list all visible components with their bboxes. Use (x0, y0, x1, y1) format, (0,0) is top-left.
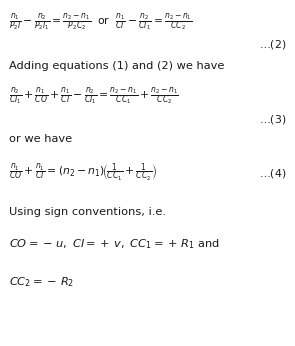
Text: or we have: or we have (9, 134, 72, 144)
Text: $\ldots(2)$: $\ldots(2)$ (259, 38, 286, 52)
Text: $CC_2 = -\,R_2$: $CC_2 = -\,R_2$ (9, 275, 74, 289)
Text: Using sign conventions, i.e.: Using sign conventions, i.e. (9, 207, 166, 217)
Text: $\frac{n_1}{CO} + \frac{n_1}{CI} = (n_2-n_1)\!\left(\frac{1}{CC_1} + \frac{1}{CC: $\frac{n_1}{CO} + \frac{n_1}{CI} = (n_2-… (9, 162, 157, 184)
Text: Adding equations (1) and (2) we have: Adding equations (1) and (2) we have (9, 61, 224, 71)
Text: $\frac{n_1}{P_2I} - \frac{n_2}{P_2I_1} = \frac{n_2-n_1}{P_2C_2}$  or  $\frac{n_1: $\frac{n_1}{P_2I} - \frac{n_2}{P_2I_1} =… (9, 12, 192, 33)
Text: $\frac{n_2}{CI_1} + \frac{n_1}{CO} + \frac{n_1}{CI} - \frac{n_2}{CI_1} = \frac{n: $\frac{n_2}{CI_1} + \frac{n_1}{CO} + \fr… (9, 85, 179, 107)
Text: $CO = -\,u,\ CI = +\,v,\ CC_1 = +\,R_1\ \mathrm{and}$: $CO = -\,u,\ CI = +\,v,\ CC_1 = +\,R_1\ … (9, 237, 220, 251)
Text: $\ldots(3)$: $\ldots(3)$ (259, 113, 286, 126)
Text: $\ldots(4)$: $\ldots(4)$ (259, 166, 286, 180)
